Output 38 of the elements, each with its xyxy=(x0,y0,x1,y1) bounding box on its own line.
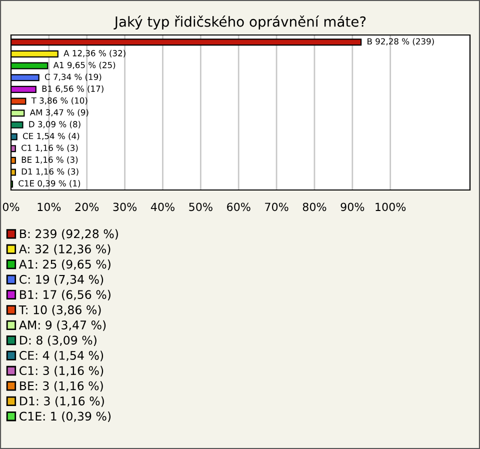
x-tick-label: 60% xyxy=(227,202,250,212)
legend-label: C: 19 (7,34 %) xyxy=(20,274,104,286)
data-label: A 12,36 % (32) xyxy=(64,50,126,58)
x-tick-label: 0% xyxy=(2,202,20,212)
data-label: D 3,09 % (8) xyxy=(29,120,80,128)
data-label: T 3,86 % (10) xyxy=(31,97,88,105)
data-label: C 7,34 % (19) xyxy=(45,74,102,81)
legend-label: CE: 4 (1,54 %) xyxy=(20,350,104,362)
x-tick-label: 10% xyxy=(38,202,61,212)
x-tick-label: 40% xyxy=(150,202,174,212)
x-tick-label: 90% xyxy=(340,202,364,212)
legend-label: D: 8 (3,09 %) xyxy=(20,336,96,346)
chart-title: Jaký typ řidičského oprávnění máte? xyxy=(114,16,366,30)
data-label: A1 9,65 % (25) xyxy=(53,62,116,70)
x-tick-label: 70% xyxy=(265,202,288,212)
x-tick-label: 30% xyxy=(113,202,137,212)
legend-label: BE: 3 (1,16 %) xyxy=(20,381,103,392)
legend-label: T: 10 (3,86 %) xyxy=(18,305,101,316)
data-label: B 92,28 % (239) xyxy=(368,38,434,46)
legend-label: A: 32 (12,36 %) xyxy=(18,244,110,255)
legend-label: B1: 17 (6,56 %) xyxy=(20,290,110,300)
data-label: B1 6,56 % (17) xyxy=(42,85,104,93)
legend-label: D1: 3 (1,16 %) xyxy=(20,396,104,407)
x-tick-label: 50% xyxy=(189,202,212,212)
data-label: AM 3,47 % (9) xyxy=(30,109,88,116)
data-label: D1 1,16 % (3) xyxy=(22,168,78,176)
data-label: BE 1,16 % (3) xyxy=(22,156,78,164)
legend-label: C1E: 1 (0,39 %) xyxy=(20,412,111,422)
legend-label: AM: 9 (3,47 %) xyxy=(18,320,106,331)
data-label: C1 1,16 % (3) xyxy=(22,144,78,152)
x-tick-label: 100% xyxy=(376,202,406,212)
legend-label: A1: 25 (9,65 %) xyxy=(18,260,110,270)
legend-label: B: 239 (92,28 %) xyxy=(20,229,118,240)
legend-label: C1: 3 (1,16 %) xyxy=(20,366,104,376)
x-tick-label: 80% xyxy=(302,202,326,212)
data-label: C1E 0,39 % (1) xyxy=(18,180,80,188)
x-tick-label: 20% xyxy=(75,202,99,212)
data-label: CE 1,54 % (4) xyxy=(23,132,80,140)
